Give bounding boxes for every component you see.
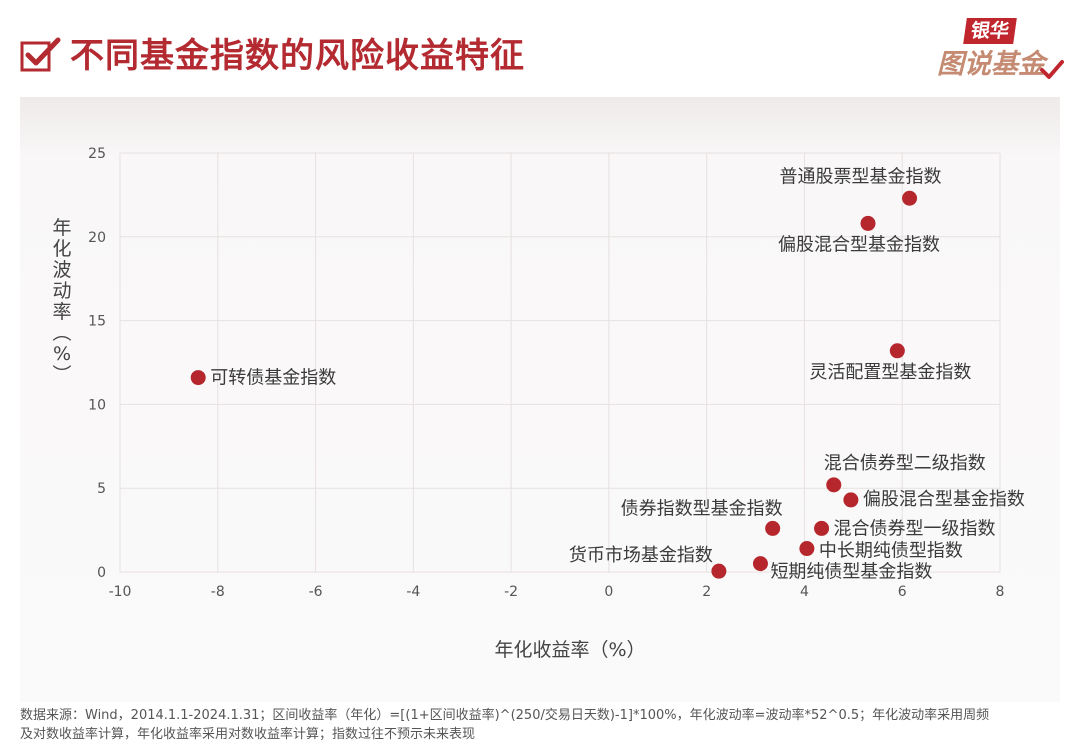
x-axis-title: 年化收益率（%）	[494, 639, 645, 661]
data-point	[843, 492, 859, 508]
data-label: 灵活配置型基金指数	[809, 362, 971, 383]
footnote-line-1: 数据来源：Wind，2014.1.1-2024.1.31；区间收益率（年化）=[…	[20, 708, 990, 723]
y-tick-label: 5	[97, 481, 106, 497]
data-point	[826, 477, 842, 493]
checkbox-icon	[20, 37, 61, 72]
header: 不同基金指数的风险收益特征 银华 图说基金	[0, 0, 1080, 95]
data-label: 货币市场基金指数	[569, 545, 713, 566]
x-tick-label: -8	[211, 584, 225, 600]
x-tick-label: 6	[898, 584, 907, 600]
brand-logo: 银华 图说基金	[935, 14, 1065, 90]
logo-top-text: 银华	[963, 18, 1017, 44]
data-label: 债券指数型基金指数	[621, 498, 783, 519]
data-point	[814, 520, 830, 536]
y-tick-label: 20	[88, 230, 106, 246]
footnote-line-2: 及对数收益率计算，年化收益率采用对数收益率计算；指数过往不预示未来表现	[20, 727, 476, 742]
data-point	[799, 541, 815, 557]
x-tick-label: 0	[604, 584, 613, 600]
y-axis-title: 年化波动率︵% ︶	[52, 217, 71, 386]
data-point	[860, 215, 876, 231]
x-tick-label: 4	[800, 584, 809, 600]
x-tick-label: -2	[504, 584, 518, 600]
data-label: 中长期纯债型指数	[819, 541, 963, 562]
x-tick-label: 2	[702, 584, 711, 600]
data-label: 偏股混合型基金指数	[863, 489, 1025, 510]
data-label: 混合债券型二级指数	[824, 453, 986, 474]
data-point	[752, 556, 768, 572]
data-point	[711, 563, 727, 579]
x-tick-label: -10	[109, 584, 132, 600]
data-point	[190, 370, 206, 386]
data-label: 混合债券型一级指数	[834, 518, 996, 539]
y-tick-label: 25	[88, 146, 106, 162]
chart-panel: -10 -8 -6 -4 -2 0 2 4 6 8 0 5 10 15 20 25 年化收益率（%） 年化波动率︵…	[20, 97, 1060, 702]
data-label: 偏股混合型基金指数	[778, 234, 940, 255]
data-label: 普通股票型基金指数	[780, 166, 942, 187]
x-tick-label: -4	[406, 584, 420, 600]
data-point	[902, 190, 918, 206]
page-title: 不同基金指数的风险收益特征	[70, 36, 525, 76]
logo-bottom-text: 图说基金	[937, 49, 1045, 80]
footnote: 数据来源：Wind，2014.1.1-2024.1.31；区间收益率（年化）=[…	[20, 706, 1070, 744]
y-tick-label: 0	[97, 565, 106, 581]
logo-check-icon	[1040, 60, 1064, 79]
x-tick-label: -6	[309, 584, 323, 600]
data-label: 短期纯债型基金指数	[770, 562, 932, 583]
x-tick-label: 8	[996, 584, 1005, 600]
y-tick-label: 15	[88, 314, 106, 330]
scatter-chart: -10 -8 -6 -4 -2 0 2 4 6 8 0 5 10 15 20 25 年化收益率（%） 年化波动率︵…	[52, 146, 1025, 661]
data-point	[765, 520, 781, 536]
y-tick-label: 10	[88, 397, 106, 413]
data-label: 可转债基金指数	[210, 368, 336, 389]
data-point	[889, 343, 905, 359]
